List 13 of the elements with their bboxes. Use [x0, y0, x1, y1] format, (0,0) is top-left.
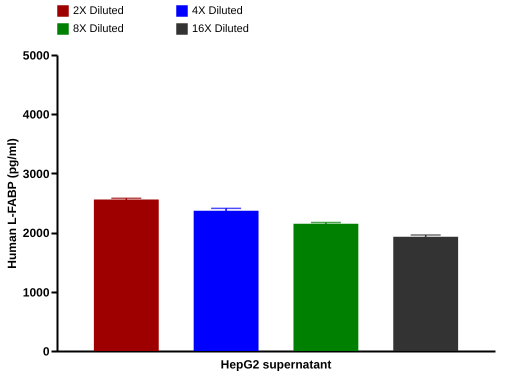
- legend-label: 4X Diluted: [192, 5, 243, 17]
- legend-label: 2X Diluted: [73, 5, 124, 17]
- y-tick-label: 4000: [22, 108, 50, 122]
- y-tick-label: 0: [42, 344, 50, 358]
- legend-label: 8X Diluted: [73, 23, 124, 35]
- y-tick-label: 1000: [22, 285, 50, 300]
- bar: [94, 199, 159, 351]
- y-axis-title: Human L-FABP (pg/ml): [4, 138, 19, 269]
- y-tick-label: 3000: [22, 166, 50, 181]
- x-tick-label: HepG2 supernatant: [220, 358, 332, 372]
- y-tick-label: 2000: [22, 226, 50, 240]
- y-tick-label: 5000: [22, 48, 50, 62]
- legend-label: 16X Diluted: [192, 23, 249, 35]
